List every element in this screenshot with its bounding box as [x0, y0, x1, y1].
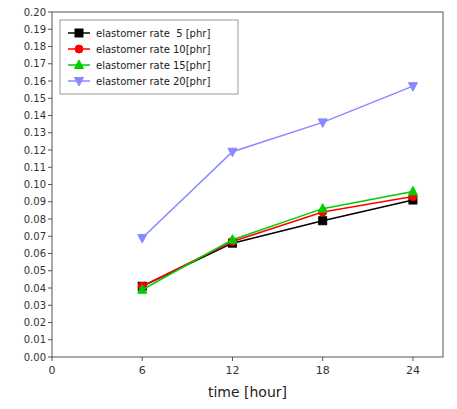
y-tick-label: 0.07: [24, 231, 46, 242]
y-tick: [48, 115, 52, 116]
series-line: [142, 191, 413, 289]
legend-label: elastomer rate 10[phr]: [96, 44, 210, 55]
y-tick: [48, 339, 52, 340]
y-tick: [48, 29, 52, 30]
series-line: [142, 200, 413, 286]
legend-box: [60, 20, 238, 94]
plot-frame: [52, 12, 443, 357]
legend-label: elastomer rate 20[phr]: [96, 76, 210, 87]
y-axis: 0.00 0.01 0.02 0.03 0.04 0.05 0.06 0.07 0.08 0.09…: [24, 7, 52, 363]
y-tick: [48, 98, 52, 99]
data-point: [319, 217, 327, 225]
data-point: [228, 235, 237, 244]
y-tick: [48, 288, 52, 289]
y-tick: [48, 305, 52, 306]
legend: elastomer rate 5 [phr] elastomer rate 10[…: [60, 20, 238, 94]
data-point: [318, 204, 327, 213]
y-tick: [48, 63, 52, 64]
y-tick-label: 0.16: [24, 76, 46, 87]
x-tick: [322, 357, 323, 361]
x-axis-label: time [hour]: [208, 384, 287, 400]
y-tick-label: 0.06: [24, 248, 46, 259]
y-tick: [48, 236, 52, 237]
plot-area: [138, 83, 418, 294]
x-axis: 0 6 12 18 24: [49, 357, 420, 377]
legend-label: elastomer rate 15[phr]: [96, 60, 210, 71]
x-tick-label: 18: [316, 364, 330, 377]
y-tick-label: 0.05: [24, 265, 46, 276]
y-tick-label: 0.20: [24, 7, 46, 18]
data-point: [408, 186, 417, 195]
chart: 0.00 0.01 0.02 0.03 0.04 0.05 0.06 0.07 0.08 0.09…: [0, 0, 457, 409]
y-tick-label: 0.00: [24, 352, 46, 363]
y-tick: [48, 184, 52, 185]
legend-label: elastomer rate 5 [phr]: [96, 28, 210, 39]
y-tick-label: 0.19: [24, 24, 46, 35]
y-tick: [48, 322, 52, 323]
y-tick-label: 0.18: [24, 41, 46, 52]
y-tick: [48, 12, 52, 13]
y-tick: [48, 219, 52, 220]
x-tick-label: 12: [225, 364, 239, 377]
x-tick: [232, 357, 233, 361]
y-tick: [48, 167, 52, 168]
y-tick: [48, 46, 52, 47]
series-line: [142, 86, 413, 238]
x-tick: [52, 357, 53, 361]
y-tick: [48, 357, 52, 358]
y-tick-label: 0.17: [24, 58, 46, 69]
legend-marker: [75, 29, 83, 37]
x-tick: [412, 357, 413, 361]
y-tick: [48, 201, 52, 202]
y-tick-label: 0.02: [24, 317, 46, 328]
data-point: [228, 148, 237, 157]
y-tick-label: 0.09: [24, 196, 46, 207]
y-tick-label: 0.11: [24, 162, 46, 173]
x-tick: [142, 357, 143, 361]
y-tick-label: 0.12: [24, 145, 46, 156]
data-point: [138, 285, 147, 294]
y-tick-label: 0.10: [24, 179, 46, 190]
y-tick-label: 0.04: [24, 283, 46, 294]
legend-marker: [75, 78, 84, 87]
y-tick-label: 0.03: [24, 300, 46, 311]
y-tick: [48, 270, 52, 271]
y-tick: [48, 132, 52, 133]
x-tick-label: 24: [406, 364, 420, 377]
series-line: [142, 197, 413, 287]
data-point: [318, 119, 327, 128]
y-tick-label: 0.08: [24, 214, 46, 225]
legend-marker: [75, 45, 83, 53]
y-tick: [48, 150, 52, 151]
y-tick-label: 0.14: [24, 110, 46, 121]
y-tick: [48, 81, 52, 82]
data-point: [408, 83, 417, 92]
data-point: [138, 234, 147, 243]
y-tick-label: 0.15: [24, 93, 46, 104]
y-tick-label: 0.01: [24, 334, 46, 345]
y-tick: [48, 253, 52, 254]
y-tick-label: 0.13: [24, 127, 46, 138]
legend-marker: [75, 60, 84, 69]
x-tick-label: 6: [139, 364, 146, 377]
x-tick-label: 0: [49, 364, 56, 377]
